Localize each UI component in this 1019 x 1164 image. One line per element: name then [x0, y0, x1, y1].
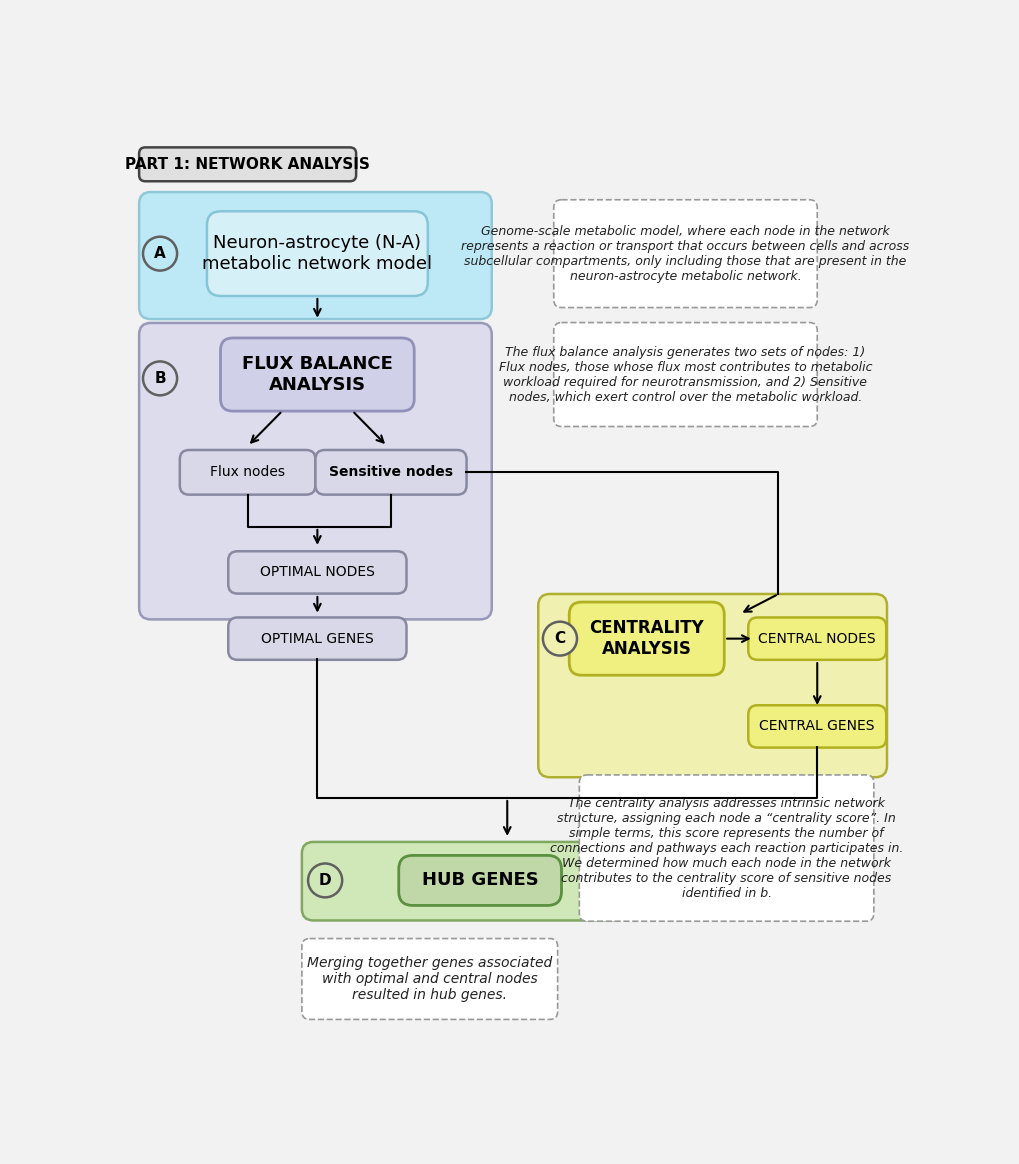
Text: OPTIMAL GENES: OPTIMAL GENES — [261, 632, 373, 646]
Circle shape — [542, 622, 577, 655]
Text: CENTRAL NODES: CENTRAL NODES — [758, 632, 875, 646]
Text: A: A — [154, 246, 166, 261]
FancyBboxPatch shape — [228, 617, 407, 660]
Circle shape — [308, 864, 341, 897]
Text: FLUX BALANCE
ANALYSIS: FLUX BALANCE ANALYSIS — [242, 355, 392, 393]
Text: Neuron-astrocyte (N-A)
metabolic network model: Neuron-astrocyte (N-A) metabolic network… — [202, 234, 432, 274]
FancyBboxPatch shape — [315, 450, 466, 495]
Text: CENTRALITY
ANALYSIS: CENTRALITY ANALYSIS — [589, 619, 703, 658]
FancyBboxPatch shape — [228, 552, 407, 594]
Text: B: B — [154, 371, 166, 386]
FancyBboxPatch shape — [553, 322, 816, 426]
FancyBboxPatch shape — [302, 842, 623, 921]
FancyBboxPatch shape — [553, 200, 816, 307]
FancyBboxPatch shape — [139, 192, 491, 319]
Text: HUB GENES: HUB GENES — [421, 872, 538, 889]
FancyBboxPatch shape — [139, 322, 491, 619]
Text: Sensitive nodes: Sensitive nodes — [329, 466, 452, 480]
Text: C: C — [554, 631, 565, 646]
Text: D: D — [319, 873, 331, 888]
Text: PART 1: NETWORK ANALYSIS: PART 1: NETWORK ANALYSIS — [125, 157, 370, 172]
Text: Merging together genes associated
with optimal and central nodes
resulted in hub: Merging together genes associated with o… — [307, 956, 552, 1002]
Text: Flux nodes: Flux nodes — [210, 466, 285, 480]
Circle shape — [143, 362, 177, 396]
Text: Genome-scale metabolic model, where each node in the network
represents a reacti: Genome-scale metabolic model, where each… — [461, 225, 909, 283]
FancyBboxPatch shape — [207, 212, 427, 296]
FancyBboxPatch shape — [220, 338, 414, 411]
Text: OPTIMAL NODES: OPTIMAL NODES — [260, 566, 374, 580]
FancyBboxPatch shape — [302, 938, 557, 1020]
FancyBboxPatch shape — [748, 705, 886, 747]
FancyBboxPatch shape — [748, 617, 886, 660]
Text: CENTRAL GENES: CENTRAL GENES — [759, 719, 874, 733]
FancyBboxPatch shape — [569, 602, 723, 675]
Text: The centrality analysis addresses intrinsic network
structure, assigning each no: The centrality analysis addresses intrin… — [549, 796, 903, 900]
Text: The flux balance analysis generates two sets of nodes: 1)
Flux nodes, those whos: The flux balance analysis generates two … — [498, 346, 871, 404]
Circle shape — [143, 236, 177, 270]
FancyBboxPatch shape — [538, 594, 887, 778]
FancyBboxPatch shape — [139, 148, 356, 182]
FancyBboxPatch shape — [398, 856, 560, 906]
FancyBboxPatch shape — [179, 450, 315, 495]
FancyBboxPatch shape — [579, 775, 873, 921]
